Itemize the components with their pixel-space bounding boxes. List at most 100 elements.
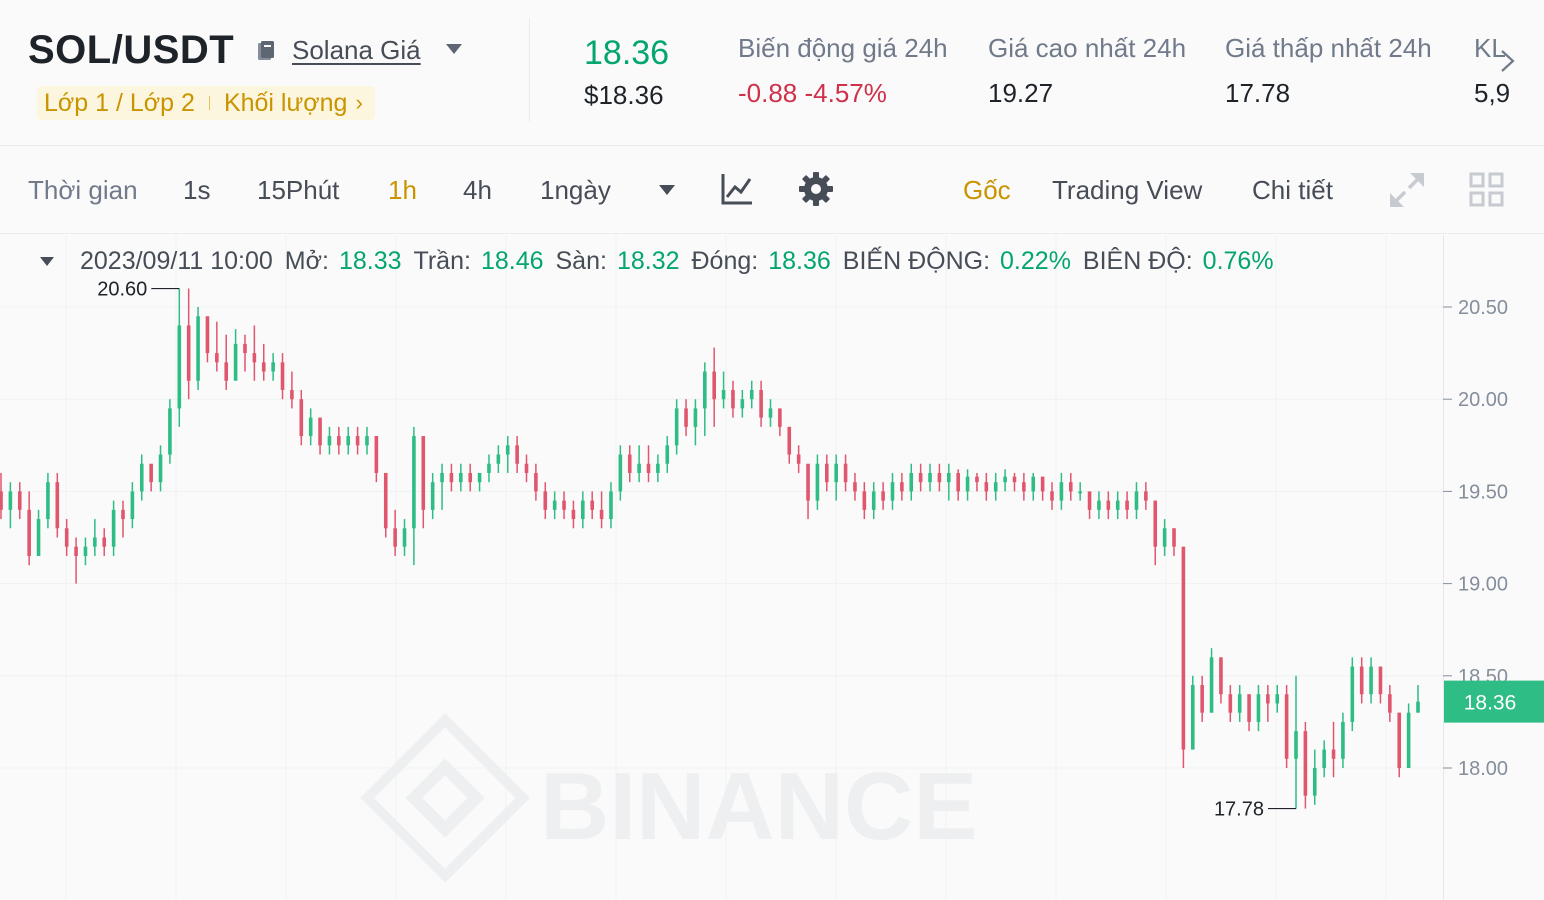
- candle-body: [646, 463, 651, 473]
- ohlc-high-value: 18.46: [480, 247, 544, 275]
- tag-volume[interactable]: Khối lượng: [223, 88, 348, 117]
- candle-body: [17, 491, 22, 510]
- candle-body: [111, 509, 116, 547]
- coin-info-link[interactable]: Solana Giá: [292, 35, 421, 65]
- candle-body: [609, 491, 613, 520]
- candle-body: [440, 472, 444, 483]
- interval-4h[interactable]: 4h: [463, 175, 492, 205]
- price-chart[interactable]: BINANCE 20.50 20.00 19.50 19.00 18.50 18.00 2…: [0, 235, 1544, 900]
- candle-body: [1097, 500, 1101, 510]
- candle-body: [1388, 694, 1392, 713]
- ohlc-open-label: Mở:: [284, 247, 329, 275]
- candle-body: [36, 519, 41, 556]
- candle-body: [1087, 491, 1092, 510]
- candle-body: [993, 482, 998, 492]
- candle-body: [27, 509, 31, 556]
- candle-body: [534, 472, 538, 492]
- ohlc-open-value: 18.33: [338, 247, 402, 275]
- candle-body: [703, 371, 707, 409]
- candle-body: [261, 362, 266, 372]
- candle-body: [599, 509, 604, 520]
- interval-dropdown-icon[interactable]: [659, 185, 675, 195]
- y-tick-label: 20.00: [1458, 389, 1508, 411]
- candle-body: [684, 408, 688, 427]
- candle-body: [487, 463, 491, 473]
- candle-body: [1003, 476, 1007, 483]
- stat-24h-high: Giá cao nhất 24h 19.27: [988, 33, 1186, 109]
- candle-body: [505, 445, 510, 455]
- candle-body: [477, 472, 482, 483]
- candle-body: [1341, 721, 1345, 759]
- candle-body: [496, 454, 501, 464]
- current-price-label: 18.36: [1464, 692, 1517, 715]
- candle-body: [787, 426, 792, 455]
- current-price-tag: [1444, 680, 1544, 723]
- candle-body: [815, 463, 820, 501]
- candle-body: [806, 463, 810, 501]
- candle-body: [430, 482, 435, 510]
- candle-body: [168, 408, 172, 455]
- tag-layer[interactable]: Lớp 1 / Lớp 2: [44, 88, 195, 117]
- candle-body: [468, 472, 473, 483]
- stat-label: KL: [1474, 33, 1506, 63]
- candle-body: [365, 436, 369, 446]
- candle-body: [1153, 500, 1158, 547]
- candle-body: [1294, 731, 1298, 759]
- view-depth[interactable]: Chi tiết: [1252, 175, 1333, 205]
- candle-body: [975, 476, 979, 483]
- stat-value: 19.27: [988, 78, 1054, 108]
- candle-body: [1275, 694, 1280, 704]
- candle-body: [1378, 666, 1383, 695]
- candle-body: [1181, 546, 1186, 750]
- expand-icon[interactable]: [1388, 171, 1426, 209]
- candle-body: [8, 491, 13, 510]
- candle-body: [280, 362, 285, 390]
- header-divider: [529, 18, 530, 122]
- candle-body: [308, 417, 313, 437]
- last-price: 18.36: [584, 34, 670, 72]
- ohlc-low-value: 18.32: [616, 247, 680, 275]
- last-price-usd: $18.36: [584, 80, 664, 110]
- stat-24h-change: Biến động giá 24h -0.88 -4.57%: [738, 33, 948, 109]
- interval-15m[interactable]: 15Phút: [257, 175, 340, 205]
- candle-body: [215, 353, 219, 363]
- interval-1s[interactable]: 1s: [183, 175, 211, 205]
- ohlc-amplitude-label: BIÊN ĐỘ:: [1082, 247, 1193, 275]
- candle-body: [83, 546, 88, 556]
- candle-body: [412, 436, 416, 529]
- chevron-right-icon[interactable]: ›: [355, 90, 363, 115]
- indicator-chart-icon[interactable]: [720, 172, 754, 206]
- book-icon[interactable]: [256, 40, 276, 62]
- candle-body: [1369, 666, 1373, 695]
- interval-1d[interactable]: 1ngày: [540, 175, 611, 205]
- stat-value: -0.88 -4.57%: [738, 78, 887, 108]
- view-tradingview[interactable]: Trading View: [1052, 175, 1203, 205]
- chevron-down-icon[interactable]: [446, 44, 462, 54]
- ticker-header: SOL/USDT Solana Giá Lớp 1 / Lớp 2 Khối l…: [0, 0, 1544, 146]
- candle-body: [871, 491, 876, 510]
- interval-1h[interactable]: 1h: [388, 175, 417, 205]
- candle-body: [562, 500, 566, 510]
- candle-body: [271, 362, 275, 372]
- candle-body: [1237, 694, 1242, 713]
- candle-body: [102, 537, 107, 547]
- candle-body: [64, 528, 69, 547]
- max-price-label: 20.60: [97, 279, 147, 301]
- candle-body: [337, 436, 341, 446]
- grid-layout-icon[interactable]: [1468, 171, 1506, 209]
- tag-divider: [208, 96, 210, 110]
- y-tick-label: 20.50: [1458, 297, 1508, 319]
- candle-body: [1134, 491, 1139, 510]
- candle-body: [843, 463, 848, 483]
- candle-body: [93, 537, 97, 547]
- gear-icon[interactable]: [798, 171, 834, 207]
- collapse-legend-icon[interactable]: [40, 257, 54, 266]
- view-original[interactable]: Gốc: [963, 175, 1011, 205]
- candle-body: [881, 491, 885, 501]
- candle-body: [834, 463, 838, 483]
- candle-body: [449, 472, 454, 483]
- scroll-right-icon[interactable]: [1496, 48, 1518, 74]
- y-tick-label: 19.00: [1458, 574, 1508, 596]
